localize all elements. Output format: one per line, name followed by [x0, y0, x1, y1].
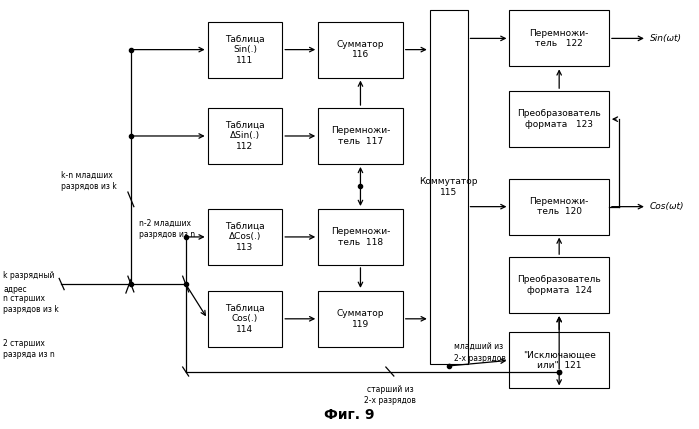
Text: 2-х разрядов: 2-х разрядов	[454, 353, 505, 363]
Bar	[510, 332, 609, 388]
Text: Коммутатор
115: Коммутатор 115	[419, 177, 478, 197]
Bar	[510, 257, 609, 313]
Text: Фиг. 9: Фиг. 9	[324, 408, 375, 422]
Bar	[318, 209, 403, 265]
Text: старший из: старший из	[366, 385, 413, 394]
Bar	[318, 291, 403, 347]
Text: Таблица
Cos(.)
114: Таблица Cos(.) 114	[225, 304, 265, 334]
Text: разрядов из n: разрядов из n	[139, 230, 195, 239]
Text: Перемножи-
тель  117: Перемножи- тель 117	[331, 126, 390, 146]
Bar	[318, 108, 403, 164]
Text: Перемножи-
тель   122: Перемножи- тель 122	[529, 29, 589, 48]
Text: Перемножи-
тель  120: Перемножи- тель 120	[529, 197, 589, 216]
Text: младший из: младший из	[454, 342, 503, 351]
Bar	[510, 10, 609, 66]
Text: n старших: n старших	[3, 294, 45, 303]
Text: разрядов из k: разрядов из k	[61, 182, 117, 191]
Bar	[208, 209, 282, 265]
Text: Таблица
ΔSin(.)
112: Таблица ΔSin(.) 112	[225, 121, 265, 151]
Bar	[208, 291, 282, 347]
Bar	[510, 178, 609, 235]
Text: k разрядный: k разрядный	[3, 271, 55, 280]
Text: n-2 младших: n-2 младших	[139, 219, 191, 228]
Bar	[510, 91, 609, 147]
Text: Cos(ωt): Cos(ωt)	[650, 202, 684, 211]
Text: Преобразователь
формата   123: Преобразователь формата 123	[517, 109, 601, 129]
Text: "Исключающее
или"  121: "Исключающее или" 121	[523, 350, 596, 370]
Text: Сумматор
116: Сумматор 116	[337, 40, 384, 59]
Bar	[430, 10, 468, 364]
Text: разрядов из k: разрядов из k	[3, 305, 59, 314]
Text: Sin(ωt): Sin(ωt)	[650, 34, 682, 43]
Bar	[318, 21, 403, 78]
Bar	[208, 108, 282, 164]
Text: k-n младших: k-n младших	[61, 171, 113, 180]
Text: Сумматор
119: Сумматор 119	[337, 309, 384, 329]
Text: адрес: адрес	[3, 285, 27, 294]
Text: 2-х разрядов: 2-х разрядов	[364, 396, 416, 405]
Text: 2 старших: 2 старших	[3, 339, 45, 348]
Text: Таблица
ΔCos(.)
113: Таблица ΔCos(.) 113	[225, 222, 265, 252]
Text: Таблица
Sin(.)
111: Таблица Sin(.) 111	[225, 35, 265, 64]
Text: разряда из n: разряда из n	[3, 350, 55, 359]
Text: Преобразователь
формата  124: Преобразователь формата 124	[517, 275, 601, 295]
Bar	[208, 21, 282, 78]
Text: Перемножи-
тель  118: Перемножи- тель 118	[331, 227, 390, 247]
